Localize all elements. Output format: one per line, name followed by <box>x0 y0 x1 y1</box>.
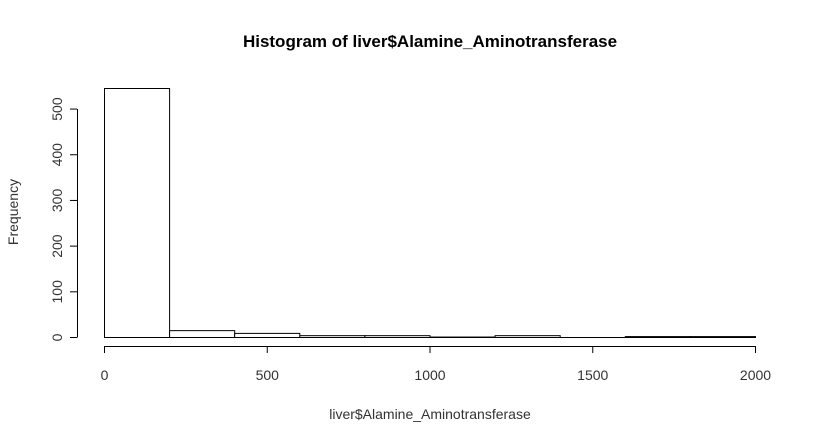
x-axis: 0 500 1000 1500 2000 <box>101 346 771 383</box>
histogram-bar <box>104 88 171 338</box>
y-axis-label: Frequency <box>5 179 21 245</box>
histogram-bar <box>494 335 561 339</box>
histogram-bar <box>689 336 757 339</box>
x-tick-label: 1000 <box>414 367 445 383</box>
histogram-bar <box>234 332 301 338</box>
histogram-bar <box>624 336 691 339</box>
y-tick-label: 500 <box>49 97 65 121</box>
bars-group <box>104 88 757 339</box>
histogram-bar <box>299 335 366 339</box>
y-axis: 0 100 200 300 400 500 <box>49 97 78 341</box>
y-tick-label: 400 <box>49 143 65 167</box>
y-tick-label: 200 <box>49 234 65 258</box>
x-tick-label: 1500 <box>577 367 608 383</box>
x-tick-label: 500 <box>256 367 280 383</box>
histogram-bar <box>364 335 431 339</box>
chart-title: Histogram of liver$Alamine_Aminotransfer… <box>243 32 617 51</box>
y-tick-label: 100 <box>49 280 65 304</box>
histogram-bar <box>169 330 236 339</box>
x-axis-label: liver$Alamine_Aminotransferase <box>329 406 531 422</box>
x-tick-label: 2000 <box>740 367 771 383</box>
y-tick-label: 300 <box>49 189 65 213</box>
x-tick-label: 0 <box>101 367 109 383</box>
y-tick-label: 0 <box>49 333 65 341</box>
